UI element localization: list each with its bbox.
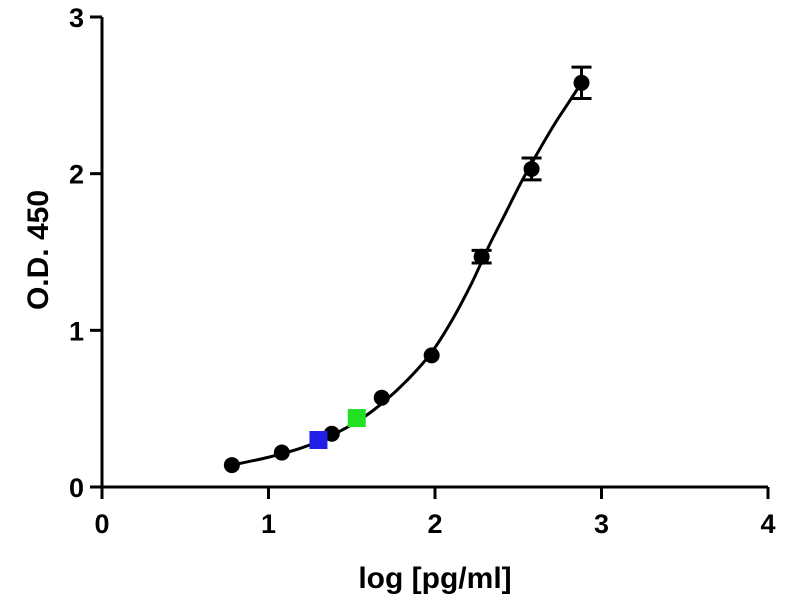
x-tick-label: 2: [427, 509, 442, 539]
y-tick-label: 2: [69, 160, 84, 190]
sample-point: [347, 409, 366, 428]
x-tick-label: 0: [94, 509, 109, 539]
data-point: [273, 444, 290, 461]
x-tick-label: 3: [594, 509, 609, 539]
x-axis-title: log [pg/ml]: [358, 562, 511, 595]
data-point: [223, 457, 240, 474]
y-tick-label: 0: [69, 473, 84, 503]
data-marks-layer: [223, 65, 592, 474]
x-tick-label: 4: [760, 509, 775, 539]
data-point: [523, 160, 540, 177]
sample-point: [309, 431, 328, 449]
data-point: [573, 74, 590, 91]
y-tick-label: 3: [69, 3, 84, 33]
data-point: [423, 347, 440, 364]
x-tick-label: 1: [261, 509, 276, 539]
fit-curve: [231, 81, 583, 467]
data-point: [323, 425, 340, 442]
data-point: [373, 389, 390, 406]
data-point: [473, 248, 490, 265]
axes: 0 1 2 3 4 0 1 2 3: [69, 3, 776, 539]
y-tick-label: 1: [69, 316, 84, 346]
fit-curve-layer: [231, 81, 583, 467]
y-axis-title: O.D. 450: [22, 190, 55, 310]
